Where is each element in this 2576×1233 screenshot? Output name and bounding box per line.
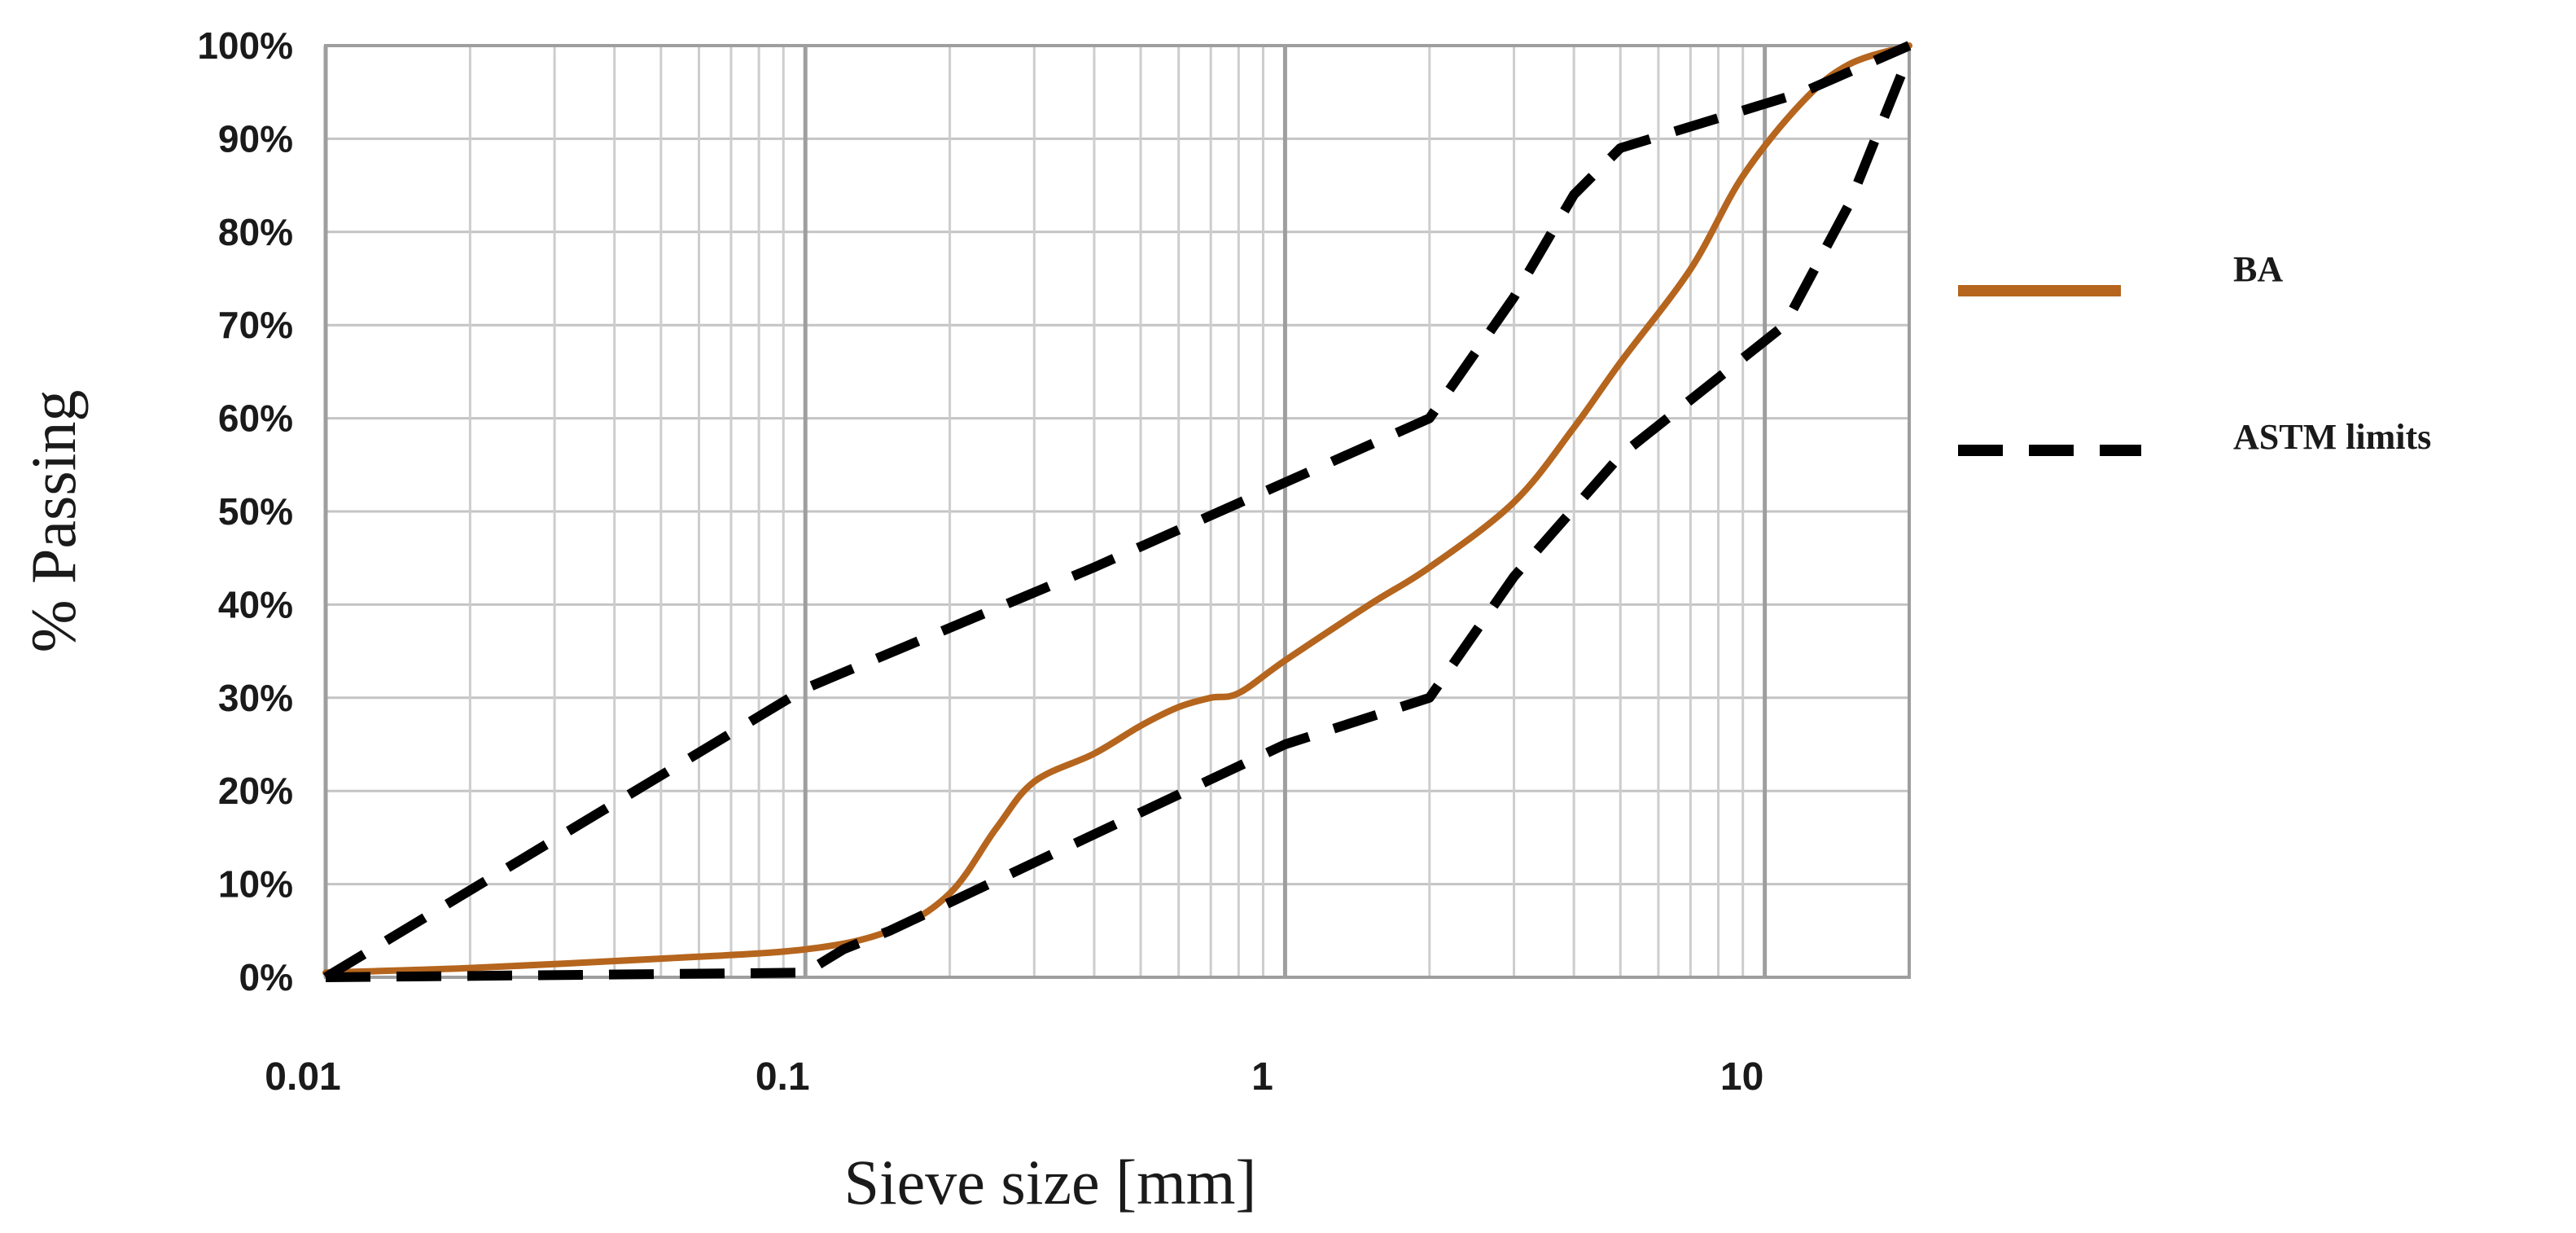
x-tick-label: 0.1 [756, 1055, 810, 1099]
legend-label-astm: ASTM limits [2233, 417, 2431, 457]
x-tick-label: 0.01 [265, 1055, 340, 1099]
plot-frame [324, 44, 1911, 979]
y-tick-label: 50% [218, 490, 293, 533]
grid [323, 44, 1911, 979]
x-axis-ticks: 0.01 0.1 1 10 [265, 1055, 1763, 1099]
plot-border [324, 44, 1911, 979]
x-tick-label: 10 [1720, 1055, 1763, 1099]
y-tick-label: 10% [218, 863, 293, 906]
y-tick-label: 70% [218, 304, 293, 346]
y-tick-label: 100% [197, 24, 293, 67]
y-tick-label: 40% [218, 583, 293, 625]
y-tick-label: 30% [218, 677, 293, 719]
legend: BA ASTM limits [1958, 249, 2431, 457]
y-tick-label: 90% [218, 117, 293, 160]
x-tick-label: 1 [1251, 1055, 1273, 1099]
series-line-ba [322, 42, 1912, 976]
y-axis-title: % Passing [18, 390, 89, 653]
y-tick-label: 0% [239, 956, 293, 998]
series-line-astm-limit-2 [325, 53, 1914, 982]
legend-label-ba: BA [2233, 249, 2283, 289]
y-axis-ticks: 0% 10% 20% 30% 40% 50% 60% 70% 80% 90% 100% [197, 24, 293, 998]
series-line-astm-limit-1 [322, 41, 1912, 982]
x-axis-title: Sieve size [mm] [844, 1147, 1257, 1218]
y-tick-label: 20% [218, 770, 293, 812]
y-tick-label: 60% [218, 397, 293, 440]
y-tick-label: 80% [218, 211, 293, 253]
series-layer [322, 41, 1914, 982]
